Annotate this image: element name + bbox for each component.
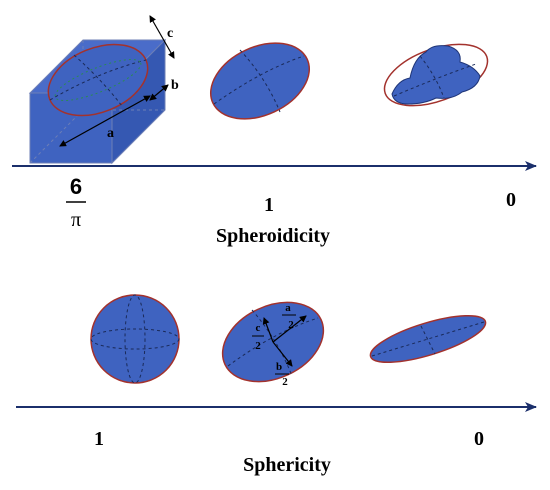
dim-b-arrow [149, 84, 169, 101]
semi-axis-b [272, 341, 293, 367]
irregular-particle [383, 43, 489, 107]
labelled-ellipsoid: a 2 c 2 b 2 [221, 301, 325, 388]
ellipsoid-shape [209, 42, 311, 120]
semi-axis-a [272, 315, 307, 343]
tick-6-numerator: 6 [70, 174, 82, 199]
elongated-ellipsoid [369, 314, 487, 364]
sphericity-label: Sphericity [243, 454, 331, 476]
tick-1-top: 1 [264, 194, 274, 216]
label-a-num: a [285, 302, 291, 314]
label-b-num: b [276, 361, 282, 373]
sphere-shape [90, 294, 180, 384]
tick-0-top: 0 [506, 189, 516, 211]
tick-0-bottom: 0 [474, 428, 484, 450]
label-b-den: 2 [282, 376, 288, 388]
irregular-particle-body [391, 45, 481, 105]
semi-axis-c [262, 317, 274, 343]
dim-a-label: a [107, 126, 114, 141]
bounding-box-ellipsoid: c b a [28, 15, 179, 165]
dim-c-arrow [149, 15, 175, 59]
dim-c-label: c [167, 26, 173, 41]
dim-a-arrow [59, 95, 151, 147]
spheroidicity-label: Spheroidicity [216, 225, 330, 247]
label-c-num: c [256, 322, 261, 334]
dim-b-label: b [171, 78, 179, 93]
tick-pi-denominator: π [71, 209, 81, 231]
tick-1-bottom: 1 [94, 428, 104, 450]
label-a-den: 2 [288, 319, 294, 331]
label-c-den: 2 [255, 340, 261, 352]
